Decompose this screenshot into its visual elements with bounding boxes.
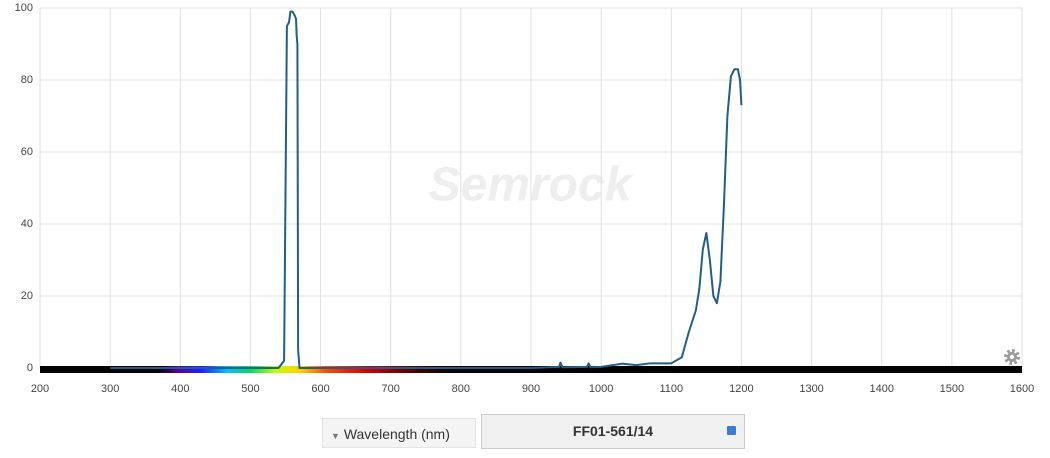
x-tick-label: 1100 bbox=[659, 383, 683, 395]
axis-dropdown[interactable]: ▼ Wavelength (nm) bbox=[322, 418, 476, 448]
x-tick-label: 1600 bbox=[1010, 383, 1034, 395]
x-tick-label: 900 bbox=[522, 383, 540, 395]
spectrum-bar bbox=[40, 366, 1022, 373]
grid bbox=[39, 7, 1023, 369]
x-tick-label: 1500 bbox=[940, 383, 964, 395]
filter-name: FF01-561/14 bbox=[572, 423, 654, 439]
x-tick-label: 600 bbox=[311, 383, 329, 395]
x-tick-label: 1300 bbox=[799, 383, 823, 395]
y-tick-label: 80 bbox=[21, 74, 33, 86]
x-tick-label: 1400 bbox=[869, 383, 893, 395]
x-tick-label: 1000 bbox=[589, 383, 613, 395]
dropdown-arrow: ▼ bbox=[331, 431, 340, 441]
x-tick-label: 500 bbox=[241, 383, 259, 395]
x-tick-label: 700 bbox=[382, 383, 400, 395]
x-tick-label: 1200 bbox=[729, 383, 753, 395]
filter-button[interactable]: FF01-561/14 bbox=[481, 414, 745, 449]
x-tick-label: 800 bbox=[452, 383, 470, 395]
x-tick-label: 200 bbox=[31, 383, 49, 395]
y-tick-label: 20 bbox=[21, 290, 33, 302]
y-tick-label: 40 bbox=[21, 218, 33, 230]
y-tick-label: 60 bbox=[21, 146, 33, 158]
save-icon[interactable] bbox=[727, 426, 736, 435]
y-tick-label: 0 bbox=[27, 362, 33, 374]
x-tick-label: 400 bbox=[171, 383, 189, 395]
y-tick-label: 100 bbox=[15, 2, 33, 14]
dropdown-label: Wavelength (nm) bbox=[343, 426, 450, 442]
settings-icon[interactable] bbox=[1004, 349, 1020, 365]
data-line bbox=[110, 10, 743, 369]
x-tick-label: 300 bbox=[101, 383, 119, 395]
